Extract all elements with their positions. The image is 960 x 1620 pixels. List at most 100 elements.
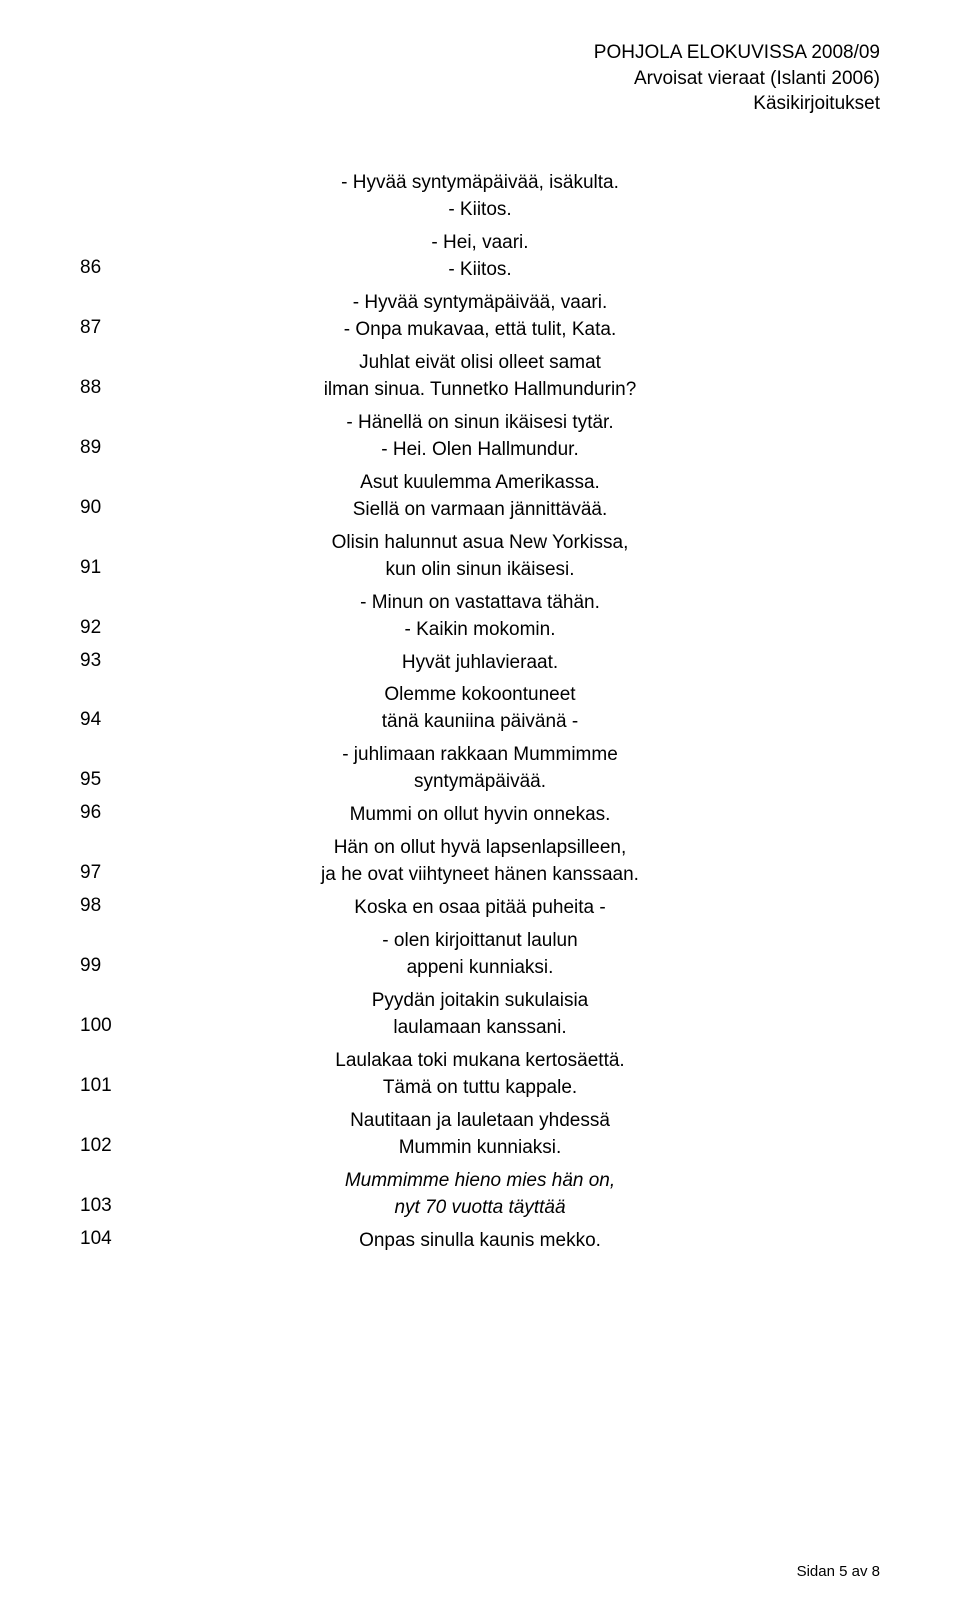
script-line: - juhlimaan rakkaan Mummimme [0, 742, 960, 769]
script-entry: Olisin halunnut asua New Yorkissa,kun ol… [0, 530, 960, 584]
script-line: - Kiitos. [0, 257, 960, 284]
entry-lines: Asut kuulemma Amerikassa.Siellä on varma… [0, 470, 960, 524]
script-line: - Hei. Olen Hallmundur. [0, 437, 960, 464]
entry-lines: Hyvät juhlavieraat. [0, 650, 960, 677]
script-line: - Hänellä on sinun ikäisesi tytär. [0, 410, 960, 437]
script-entry: Nautitaan ja lauletaan yhdessäMummin kun… [0, 1108, 960, 1162]
entry-lines: - juhlimaan rakkaan Mummimmesyntymäpäivä… [0, 742, 960, 796]
entry-number: 102 [80, 1135, 112, 1157]
script-entry: Hyvät juhlavieraat.93 [0, 650, 960, 677]
entry-number: 87 [80, 317, 101, 339]
script-entry: Laulakaa toki mukana kertosäettä.Tämä on… [0, 1048, 960, 1102]
script-line: Asut kuulemma Amerikassa. [0, 470, 960, 497]
entry-number: 91 [80, 557, 101, 579]
script-entry: - olen kirjoittanut laulunappeni kunniak… [0, 928, 960, 982]
script-line: ilman sinua. Tunnetko Hallmundurin? [0, 377, 960, 404]
script-entry: Onpas sinulla kaunis mekko.104 [0, 1228, 960, 1255]
entry-lines: Mummimme hieno mies hän on,nyt 70 vuotta… [0, 1168, 960, 1222]
entry-number: 94 [80, 709, 101, 731]
script-line: Siellä on varmaan jännittävää. [0, 497, 960, 524]
script-entry: Mummimme hieno mies hän on,nyt 70 vuotta… [0, 1168, 960, 1222]
entry-number: 100 [80, 1015, 112, 1037]
script-entry: Mummi on ollut hyvin onnekas.96 [0, 802, 960, 829]
script-entry: Asut kuulemma Amerikassa.Siellä on varma… [0, 470, 960, 524]
entry-lines: Koska en osaa pitää puheita - [0, 895, 960, 922]
script-entry: - Hyvää syntymäpäivää, isäkulta.- Kiitos… [0, 170, 960, 224]
script-line: Pyydän joitakin sukulaisia [0, 988, 960, 1015]
entry-lines: Juhlat eivät olisi olleet samatilman sin… [0, 350, 960, 404]
script-entry: Pyydän joitakin sukulaisialaulamaan kans… [0, 988, 960, 1042]
entry-number: 93 [80, 650, 101, 672]
entry-number: 96 [80, 802, 101, 824]
script-line: - Hei, vaari. [0, 230, 960, 257]
entry-lines: - Minun on vastattava tähän.- Kaikin mok… [0, 590, 960, 644]
script-line: Koska en osaa pitää puheita - [0, 895, 960, 922]
script-line: syntymäpäivää. [0, 769, 960, 796]
script-line: Nautitaan ja lauletaan yhdessä [0, 1108, 960, 1135]
script-line: Hän on ollut hyvä lapsenlapsilleen, [0, 835, 960, 862]
script-line: - olen kirjoittanut laulun [0, 928, 960, 955]
header-line-1: POHJOLA ELOKUVISSA 2008/09 [594, 40, 880, 66]
entry-lines: Olisin halunnut asua New Yorkissa,kun ol… [0, 530, 960, 584]
script-line: - Kiitos. [0, 197, 960, 224]
entry-lines: Hän on ollut hyvä lapsenlapsilleen,ja he… [0, 835, 960, 889]
entry-lines: Mummi on ollut hyvin onnekas. [0, 802, 960, 829]
script-entry: - Hänellä on sinun ikäisesi tytär.- Hei.… [0, 410, 960, 464]
entry-lines: - Hänellä on sinun ikäisesi tytär.- Hei.… [0, 410, 960, 464]
entry-number: 88 [80, 377, 101, 399]
script-entry: - juhlimaan rakkaan Mummimmesyntymäpäivä… [0, 742, 960, 796]
script-line: Olisin halunnut asua New Yorkissa, [0, 530, 960, 557]
entry-number: 99 [80, 955, 101, 977]
script-line: Tämä on tuttu kappale. [0, 1075, 960, 1102]
script-line: kun olin sinun ikäisesi. [0, 557, 960, 584]
script-entry: Koska en osaa pitää puheita -98 [0, 895, 960, 922]
entry-lines: Nautitaan ja lauletaan yhdessäMummin kun… [0, 1108, 960, 1162]
script-line: Laulakaa toki mukana kertosäettä. [0, 1048, 960, 1075]
script-line: - Onpa mukavaa, että tulit, Kata. [0, 317, 960, 344]
script-content: - Hyvää syntymäpäivää, isäkulta.- Kiitos… [0, 170, 960, 1261]
script-line: Mummimme hieno mies hän on, [0, 1168, 960, 1195]
entry-number: 95 [80, 769, 101, 791]
script-line: Onpas sinulla kaunis mekko. [0, 1228, 960, 1255]
script-line: Olemme kokoontuneet [0, 682, 960, 709]
script-line: - Minun on vastattava tähän. [0, 590, 960, 617]
script-entry: - Hei, vaari.- Kiitos.86 [0, 230, 960, 284]
entry-number: 101 [80, 1075, 112, 1097]
script-entry: Olemme kokoontuneettänä kauniina päivänä… [0, 682, 960, 736]
entry-lines: Olemme kokoontuneettänä kauniina päivänä… [0, 682, 960, 736]
script-line: Mummi on ollut hyvin onnekas. [0, 802, 960, 829]
entry-lines: - Hyvää syntymäpäivää, isäkulta.- Kiitos… [0, 170, 960, 224]
entry-number: 104 [80, 1228, 112, 1250]
script-line: laulamaan kanssani. [0, 1015, 960, 1042]
entry-number: 103 [80, 1195, 112, 1217]
script-line: - Kaikin mokomin. [0, 617, 960, 644]
script-entry: - Hyvää syntymäpäivää, vaari.- Onpa muka… [0, 290, 960, 344]
entry-number: 86 [80, 257, 101, 279]
header-line-3: Käsikirjoitukset [594, 91, 880, 117]
script-line: - Hyvää syntymäpäivää, isäkulta. [0, 170, 960, 197]
script-line: tänä kauniina päivänä - [0, 709, 960, 736]
script-entry: - Minun on vastattava tähän.- Kaikin mok… [0, 590, 960, 644]
script-line: nyt 70 vuotta täyttää [0, 1195, 960, 1222]
entry-number: 98 [80, 895, 101, 917]
entry-lines: - Hyvää syntymäpäivää, vaari.- Onpa muka… [0, 290, 960, 344]
entry-number: 97 [80, 862, 101, 884]
entry-lines: Pyydän joitakin sukulaisialaulamaan kans… [0, 988, 960, 1042]
entry-number: 90 [80, 497, 101, 519]
entry-lines: - olen kirjoittanut laulunappeni kunniak… [0, 928, 960, 982]
document-header: POHJOLA ELOKUVISSA 2008/09 Arvoisat vier… [594, 40, 880, 117]
page-footer: Sidan 5 av 8 [797, 1563, 880, 1580]
entry-spacer [0, 1255, 960, 1261]
script-line: ja he ovat viihtyneet hänen kanssaan. [0, 862, 960, 889]
entry-number: 89 [80, 437, 101, 459]
script-line: Hyvät juhlavieraat. [0, 650, 960, 677]
entry-number: 92 [80, 617, 101, 639]
script-line: Juhlat eivät olisi olleet samat [0, 350, 960, 377]
script-line: Mummin kunniaksi. [0, 1135, 960, 1162]
script-entry: Hän on ollut hyvä lapsenlapsilleen,ja he… [0, 835, 960, 889]
script-line: - Hyvää syntymäpäivää, vaari. [0, 290, 960, 317]
entry-lines: Laulakaa toki mukana kertosäettä.Tämä on… [0, 1048, 960, 1102]
script-line: appeni kunniaksi. [0, 955, 960, 982]
header-line-2: Arvoisat vieraat (Islanti 2006) [594, 66, 880, 92]
entry-lines: - Hei, vaari.- Kiitos. [0, 230, 960, 284]
